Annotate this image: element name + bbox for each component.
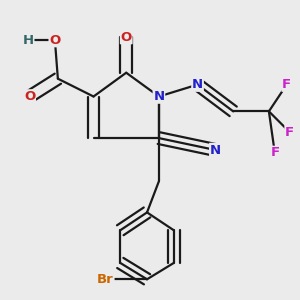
Text: N: N [192,78,203,91]
Text: F: F [282,78,291,91]
Text: O: O [24,90,35,103]
Text: F: F [285,126,294,139]
Text: H: H [22,34,34,46]
Text: F: F [270,146,279,160]
Text: O: O [121,31,132,44]
Text: Br: Br [97,273,114,286]
Text: N: N [153,90,164,103]
Text: N: N [210,143,221,157]
Text: O: O [49,34,61,46]
